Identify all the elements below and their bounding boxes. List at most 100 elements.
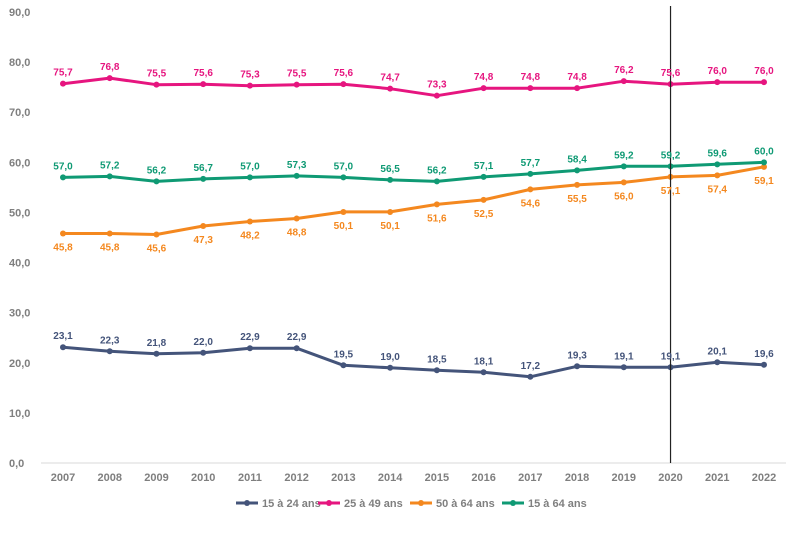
- data-label: 54,6: [521, 198, 541, 209]
- data-label: 45,8: [53, 242, 73, 253]
- data-point: [620, 78, 627, 85]
- data-point: [480, 85, 487, 92]
- data-point: [200, 81, 207, 88]
- data-label: 50,1: [380, 221, 400, 232]
- data-label: 74,7: [380, 73, 400, 84]
- y-tick-label: 80,0: [9, 57, 30, 69]
- data-label: 56,0: [614, 191, 634, 202]
- data-label: 50,1: [334, 221, 354, 232]
- x-tick-label: 2022: [752, 472, 776, 484]
- data-point: [714, 172, 721, 179]
- data-label: 75,7: [53, 68, 73, 79]
- series-line: [61, 160, 766, 183]
- data-point: [200, 175, 207, 182]
- data-label: 19,5: [334, 349, 354, 360]
- data-point: [106, 348, 113, 355]
- data-point: [387, 85, 394, 92]
- data-label: 75,6: [661, 68, 681, 79]
- data-point: [293, 81, 300, 88]
- x-tick-label: 2011: [238, 472, 262, 484]
- x-tick-label: 2014: [378, 472, 403, 484]
- data-label: 74,8: [474, 72, 494, 83]
- data-label: 59,1: [754, 176, 774, 187]
- data-point: [246, 174, 253, 181]
- data-point: [387, 364, 394, 371]
- x-tick-label: 2010: [191, 472, 215, 484]
- data-point: [620, 163, 627, 170]
- data-label: 57,0: [53, 161, 73, 172]
- x-tick-label: 2008: [97, 472, 121, 484]
- x-tick-label: 2021: [705, 472, 729, 484]
- data-label: 56,2: [427, 165, 447, 176]
- data-point: [527, 85, 534, 92]
- data-point: [200, 349, 207, 356]
- data-label: 58,4: [567, 154, 587, 165]
- data-label: 19,1: [614, 351, 634, 362]
- data-point: [761, 79, 767, 86]
- series-line: [61, 76, 766, 98]
- data-label: 19,0: [380, 352, 400, 363]
- x-tick-label: 2016: [471, 472, 495, 484]
- data-point: [761, 163, 767, 170]
- data-label: 22,9: [240, 332, 260, 343]
- data-point: [527, 373, 534, 380]
- data-label: 76,8: [100, 62, 120, 73]
- data-label: 19,3: [567, 350, 587, 361]
- data-label: 48,2: [240, 230, 260, 241]
- data-point: [200, 222, 207, 229]
- data-point: [714, 79, 721, 86]
- data-point: [340, 81, 347, 88]
- data-label: 56,7: [193, 163, 213, 174]
- data-label: 57,2: [100, 160, 120, 171]
- legend-item: 50 à 64 ans: [410, 498, 495, 510]
- data-point: [527, 170, 534, 177]
- data-point: [480, 173, 487, 180]
- data-point: [60, 344, 66, 351]
- data-label: 57,0: [240, 161, 260, 172]
- data-point: [480, 369, 487, 376]
- data-label: 60,0: [754, 146, 774, 157]
- data-point: [60, 174, 66, 181]
- legend-item: 15 à 64 ans: [502, 498, 587, 510]
- data-label: 56,2: [147, 165, 167, 176]
- y-tick-label: 30,0: [9, 308, 30, 320]
- data-label: 74,8: [567, 72, 587, 83]
- series-layer: [60, 75, 767, 380]
- data-point: [527, 186, 534, 193]
- data-label: 76,2: [614, 65, 634, 76]
- series-line: [61, 345, 766, 379]
- data-point: [106, 230, 113, 237]
- x-tick-label: 2009: [144, 472, 168, 484]
- legend-item: 15 à 24 ans: [236, 498, 321, 510]
- legend-swatch-marker: [244, 500, 250, 506]
- data-point: [433, 178, 440, 185]
- data-point: [293, 215, 300, 222]
- data-point: [620, 179, 627, 186]
- data-point: [340, 174, 347, 181]
- legend-swatch-marker: [326, 500, 332, 506]
- data-point: [433, 92, 440, 99]
- data-label: 21,8: [147, 338, 167, 349]
- data-label: 75,6: [334, 68, 354, 79]
- x-tick-label: 2012: [284, 472, 308, 484]
- x-tick-label: 2020: [658, 472, 682, 484]
- x-tick-label: 2007: [51, 472, 75, 484]
- data-label: 57,1: [474, 161, 494, 172]
- data-point: [574, 181, 581, 188]
- data-label: 59,2: [661, 150, 681, 161]
- legend-item: 25 à 49 ans: [318, 498, 403, 510]
- x-tick-label: 2017: [518, 472, 542, 484]
- data-point: [153, 231, 160, 238]
- data-point: [387, 176, 394, 183]
- y-tick-label: 50,0: [9, 207, 30, 219]
- data-point: [60, 230, 66, 237]
- data-point: [340, 362, 347, 369]
- data-point: [387, 208, 394, 215]
- data-label: 76,0: [708, 66, 728, 77]
- legend-swatch-marker: [418, 500, 424, 506]
- data-label: 47,3: [193, 235, 213, 246]
- y-tick-label: 60,0: [9, 157, 30, 169]
- data-label: 74,8: [521, 72, 541, 83]
- data-label: 57,4: [708, 184, 728, 195]
